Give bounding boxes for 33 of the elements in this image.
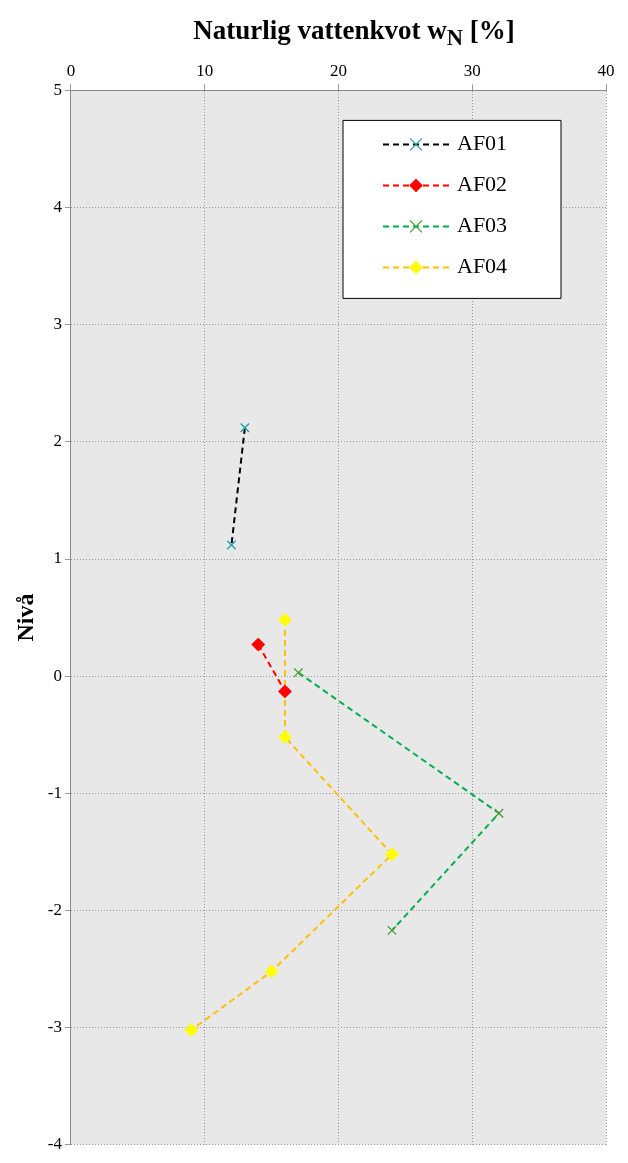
point (385, 847, 399, 861)
x-tick-label: 20 (329, 60, 347, 80)
point (494, 808, 504, 819)
point (184, 1023, 198, 1037)
legend-label: AF03 (457, 212, 508, 238)
y-tick-label: 2 (53, 431, 62, 451)
point (264, 964, 279, 979)
point (278, 730, 292, 744)
point (239, 422, 250, 433)
y-tick-label: 0 (53, 665, 62, 685)
point (226, 540, 237, 550)
legend-label: AF01 (457, 130, 508, 156)
y-tick-label: -3 (47, 1017, 62, 1037)
y-axis-title: Nivå (11, 593, 38, 642)
point (387, 925, 397, 936)
x-tick-label: 10 (196, 60, 214, 80)
y-tick-label: -1 (47, 782, 62, 802)
y-tick-label: 5 (53, 79, 62, 99)
x-tick-label: 0 (66, 60, 76, 80)
y-tick-label: -4 (47, 1134, 63, 1154)
y-tick-label: 4 (53, 197, 63, 217)
y-tick-label: -2 (47, 899, 62, 919)
legend-label: AF02 (457, 171, 508, 197)
x-axis-title: Naturlig vattenkvot w$_{N}$ [%] (192, 14, 516, 53)
y-tick-label: 3 (53, 314, 62, 334)
point (278, 613, 292, 627)
x-tick-label: 40 (597, 60, 615, 80)
x-tick-label: 30 (463, 60, 481, 80)
y-tick-label: 1 (53, 548, 62, 568)
point (251, 637, 265, 652)
point (293, 667, 304, 678)
point (278, 684, 292, 699)
legend-label: AF04 (457, 253, 508, 279)
